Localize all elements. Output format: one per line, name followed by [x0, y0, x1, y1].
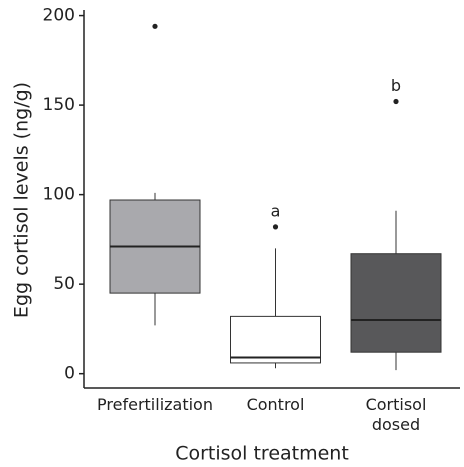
x-axis-title: Cortisol treatment — [175, 443, 349, 465]
y-tick-label: 150 — [43, 95, 75, 115]
x-tick-label: Control — [246, 395, 305, 414]
x-tick-label: Prefertilization — [97, 395, 213, 414]
y-tick-label: 200 — [43, 6, 75, 26]
x-tick-label: Cortisol dosed — [365, 395, 427, 434]
outlier — [152, 23, 158, 29]
outlier — [272, 224, 279, 230]
significance-label: a — [271, 201, 281, 220]
y-tick-label: 100 — [43, 185, 75, 205]
box — [350, 253, 442, 353]
y-tick-label: 50 — [53, 274, 75, 294]
y-tick-label: 0 — [64, 364, 75, 384]
y-axis-title: Egg cortisol levels (ng/g) — [11, 82, 33, 318]
significance-label: b — [391, 76, 401, 95]
box — [230, 315, 321, 364]
outlier — [393, 98, 399, 105]
